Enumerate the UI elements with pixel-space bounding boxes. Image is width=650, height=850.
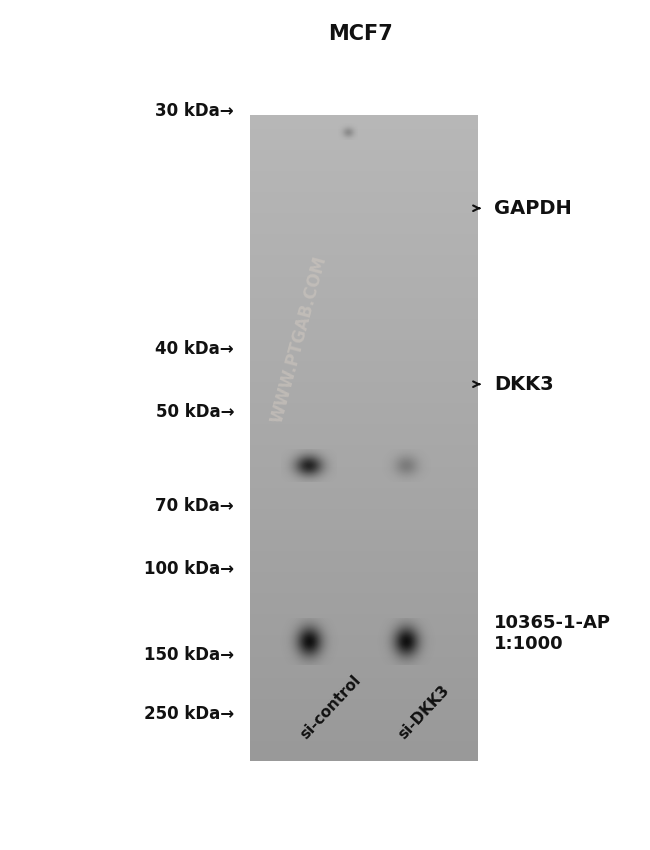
Text: 100 kDa→: 100 kDa→ <box>144 560 234 579</box>
Text: DKK3: DKK3 <box>494 375 554 394</box>
Text: 150 kDa→: 150 kDa→ <box>144 645 234 664</box>
Text: si-control: si-control <box>298 672 364 742</box>
Text: 30 kDa→: 30 kDa→ <box>155 101 234 120</box>
Text: WWW.PTGAB.COM: WWW.PTGAB.COM <box>268 254 330 426</box>
Text: 50 kDa→: 50 kDa→ <box>155 403 234 422</box>
Text: 40 kDa→: 40 kDa→ <box>155 339 234 358</box>
Text: 70 kDa→: 70 kDa→ <box>155 496 234 515</box>
Text: 10365-1-AP
1:1000: 10365-1-AP 1:1000 <box>494 614 611 653</box>
Text: GAPDH: GAPDH <box>494 199 572 218</box>
Text: 250 kDa→: 250 kDa→ <box>144 705 234 723</box>
Text: si-DKK3: si-DKK3 <box>395 683 452 742</box>
Text: MCF7: MCF7 <box>328 24 393 44</box>
